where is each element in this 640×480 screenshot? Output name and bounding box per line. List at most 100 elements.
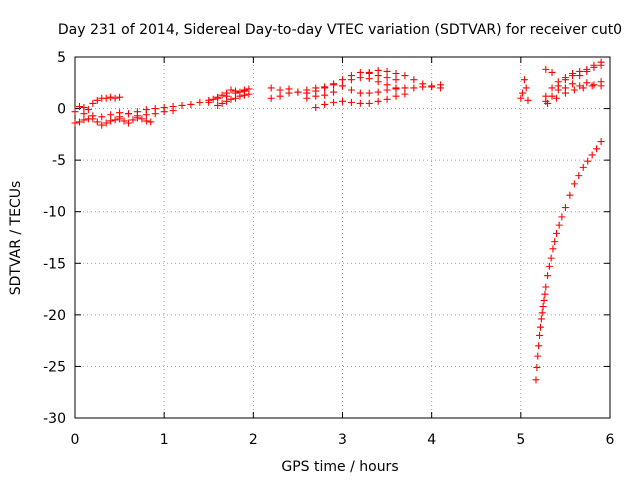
data-point	[561, 89, 569, 97]
data-point	[561, 74, 569, 82]
data-point	[535, 342, 543, 350]
data-point	[142, 106, 150, 114]
data-point	[569, 70, 577, 78]
data-point	[107, 111, 115, 119]
data-point	[98, 113, 106, 121]
data-point	[160, 104, 168, 112]
data-point	[401, 72, 409, 80]
data-point	[205, 98, 213, 106]
x-tick-label: 1	[160, 432, 169, 448]
data-point	[116, 113, 124, 121]
data-point	[116, 93, 124, 101]
data-point	[590, 61, 598, 69]
data-point	[294, 88, 302, 96]
data-point	[89, 99, 97, 107]
data-point	[129, 116, 137, 124]
data-point	[102, 94, 110, 102]
data-point	[356, 74, 364, 82]
data-point	[187, 100, 195, 108]
data-point	[223, 89, 231, 97]
data-point	[245, 90, 253, 98]
data-point	[330, 98, 338, 106]
data-point	[566, 191, 574, 199]
data-point	[218, 91, 226, 99]
series-arc-mid-d	[312, 90, 409, 112]
series-arc-early-a	[71, 93, 124, 116]
data-point	[240, 91, 248, 99]
data-point	[178, 101, 186, 109]
x-tick-label: 3	[338, 432, 347, 448]
data-point	[347, 86, 355, 94]
data-point	[576, 72, 584, 80]
data-point	[538, 309, 546, 317]
data-point	[570, 180, 578, 188]
y-tick-label: -30	[43, 411, 66, 427]
series-arc-end-c	[542, 79, 605, 105]
series-arc-mid-c	[303, 74, 400, 102]
data-point	[588, 82, 596, 90]
data-point	[142, 117, 150, 125]
data-point	[583, 67, 591, 75]
data-point	[524, 96, 532, 104]
data-point	[374, 88, 382, 96]
data-point	[569, 80, 577, 88]
data-point	[374, 66, 382, 74]
data-point	[553, 94, 560, 102]
data-point	[321, 84, 329, 92]
y-tick-label: -10	[43, 205, 66, 221]
data-point	[392, 92, 400, 100]
data-point	[519, 89, 527, 97]
data-point	[383, 95, 391, 103]
x-tick-label: 0	[71, 432, 80, 448]
data-point	[536, 323, 544, 331]
data-point	[330, 80, 338, 88]
y-tick-label: 5	[57, 50, 66, 66]
data-point	[575, 172, 583, 180]
data-point	[517, 94, 525, 102]
data-point	[98, 121, 106, 129]
data-point	[321, 100, 329, 108]
data-point	[125, 110, 132, 118]
data-point	[522, 84, 530, 92]
data-point	[232, 94, 239, 102]
data-point	[540, 296, 548, 304]
data-point	[347, 98, 355, 106]
data-point	[419, 80, 427, 88]
data-point	[236, 92, 244, 100]
data-point	[267, 94, 275, 102]
data-point	[593, 145, 601, 153]
data-point	[147, 118, 155, 126]
data-point	[534, 352, 542, 360]
data-point	[227, 86, 235, 94]
data-point	[267, 84, 275, 92]
y-tick-label: -25	[43, 359, 66, 375]
data-point	[80, 110, 88, 118]
data-point	[303, 94, 311, 102]
data-point	[276, 92, 284, 100]
data-point	[554, 86, 562, 94]
data-point	[312, 104, 320, 112]
data-point	[590, 81, 598, 89]
data-point	[80, 116, 88, 124]
data-point	[579, 84, 587, 92]
data-point	[93, 96, 101, 104]
data-point	[576, 82, 584, 90]
data-point	[597, 78, 605, 86]
data-point	[356, 99, 364, 107]
data-point	[555, 221, 563, 229]
data-point	[542, 65, 550, 73]
data-point	[365, 75, 373, 83]
data-point	[196, 98, 204, 106]
data-point	[544, 99, 552, 107]
data-point	[544, 272, 552, 280]
data-point	[102, 119, 110, 127]
data-point	[84, 106, 92, 114]
series-arc-late-b	[214, 90, 253, 109]
data-point	[218, 99, 226, 107]
x-tick-label: 5	[516, 432, 525, 448]
data-point	[276, 86, 284, 94]
y-tick-label: -5	[52, 153, 66, 169]
data-point	[428, 83, 436, 91]
data-point	[537, 315, 545, 323]
data-point	[71, 119, 79, 127]
